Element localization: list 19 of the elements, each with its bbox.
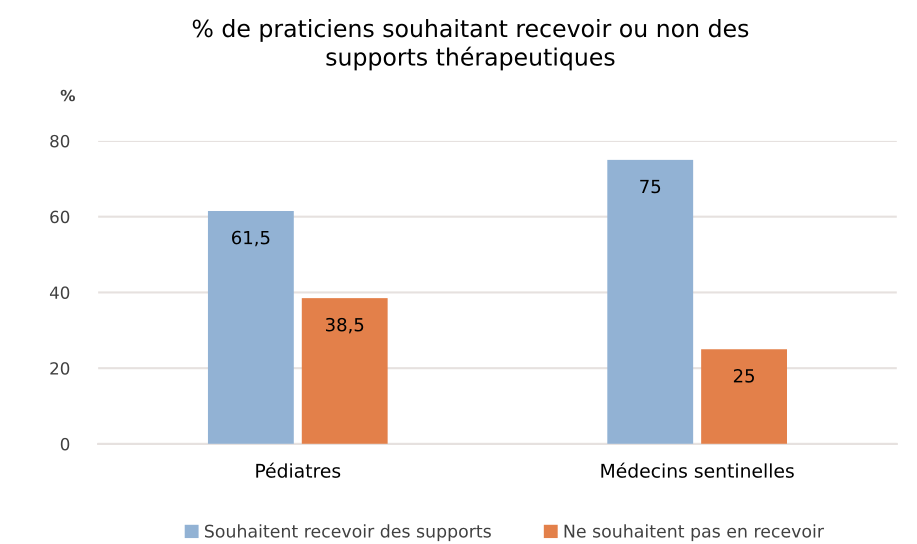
data-label: 38,5 — [326, 318, 364, 334]
legend-label: Ne souhaitent pas en recevoir — [564, 524, 824, 542]
legend-label: Souhaitent recevoir des supports — [204, 524, 491, 542]
data-label: 75 — [640, 180, 660, 194]
chart-title: % de praticiens souhaitant recevoir ou non des supports thérapeutiques — [192, 19, 748, 70]
bar — [701, 349, 788, 444]
bar — [208, 210, 294, 444]
bar — [302, 298, 388, 444]
y-tick-label: 0 — [60, 438, 70, 450]
y-tick-label: 20 — [50, 362, 70, 375]
bar — [607, 160, 694, 444]
data-label: 61,5 — [232, 230, 270, 246]
y-axis-title: % — [60, 90, 76, 102]
y-tick-label: 40 — [50, 286, 70, 299]
x-tick-label: Pédiatres — [256, 462, 340, 478]
y-tick-label: 80 — [50, 134, 70, 148]
data-label: 25 — [734, 368, 754, 383]
x-tick-label: Médecins sentinelles — [601, 462, 794, 478]
y-tick-label: 60 — [50, 210, 70, 224]
